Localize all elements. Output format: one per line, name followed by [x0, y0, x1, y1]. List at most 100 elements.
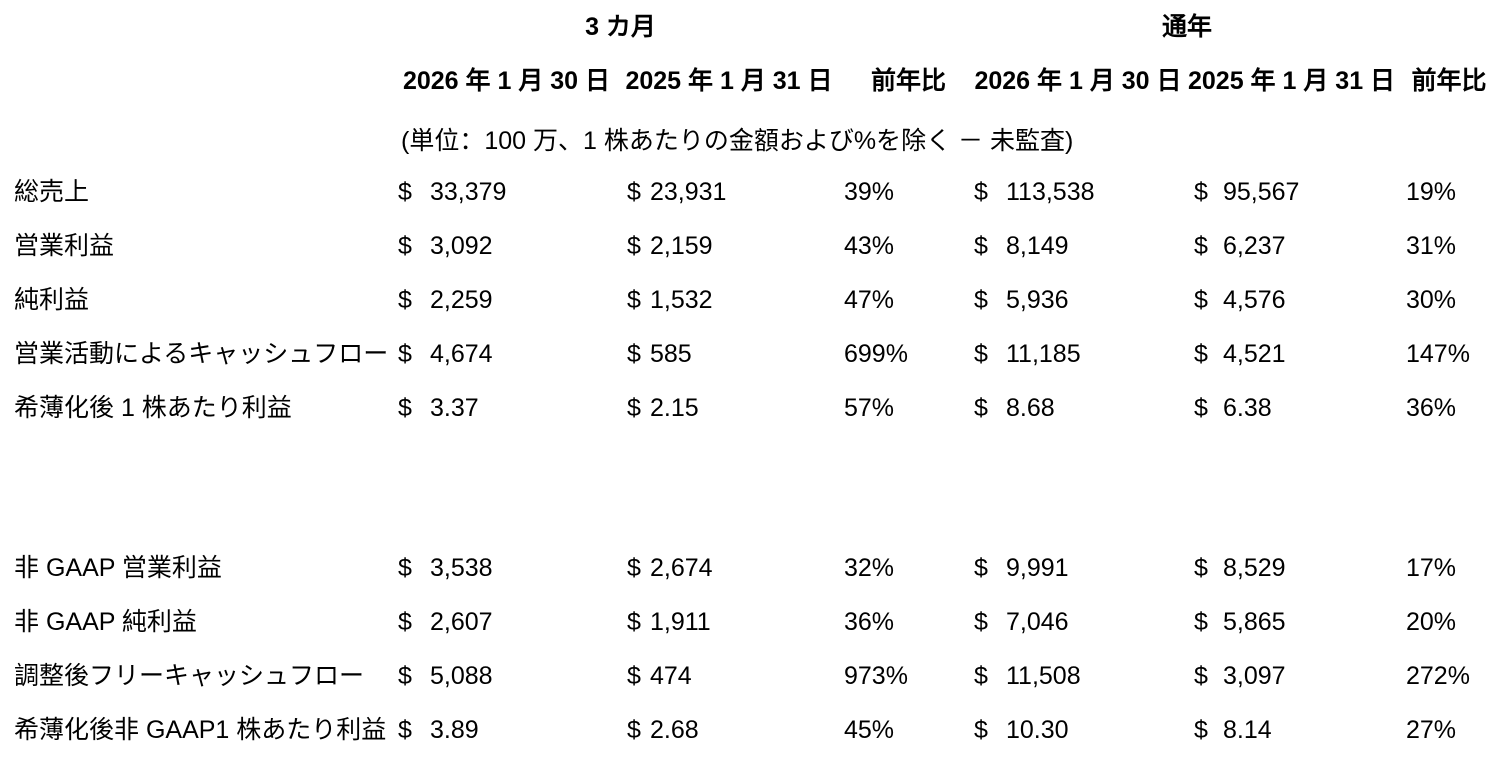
q-2026-amount: $3,092	[398, 231, 627, 260]
q-2026-amount: $3.37	[398, 393, 627, 422]
q-2026-amount: $33,379	[398, 177, 627, 206]
q-2026-amount: $3,538	[398, 553, 627, 582]
amount-value: 3,538	[430, 553, 493, 582]
fy-2026-amount: $5,936	[974, 285, 1194, 314]
fy-yoy-value: 19%	[1406, 177, 1457, 206]
fy-2025-amount: $3,097	[1194, 661, 1400, 690]
col-header-fy-yoy: 前年比	[1411, 66, 1487, 95]
dollar-sign: $	[627, 393, 641, 422]
amount-value: 11,185	[1006, 339, 1081, 368]
q-2025-amount: $23,931	[627, 177, 843, 206]
dollar-sign: $	[974, 339, 988, 368]
section-gap	[0, 435, 1498, 541]
table-row: 営業利益 $3,092 $2,159 43% $8,149 $6,237 31%	[0, 219, 1498, 273]
group-header-row: 3 カ月 通年	[0, 0, 1498, 54]
q-yoy-value: 32%	[844, 553, 895, 582]
dollar-sign: $	[1194, 177, 1208, 206]
col-header-q-2026: 2026 年 1 月 30 日	[402, 66, 611, 95]
amount-value: 3.37	[430, 393, 479, 422]
dollar-sign: $	[1194, 339, 1208, 368]
q-2026-amount: $2,259	[398, 285, 627, 314]
fy-2026-amount: $11,508	[974, 661, 1194, 690]
dollar-sign: $	[974, 231, 988, 260]
dollar-sign: $	[1194, 607, 1208, 636]
amount-value: 5,865	[1223, 607, 1286, 636]
amount-value: 3,097	[1223, 661, 1286, 690]
row-label: 営業活動によるキャッシュフロー	[14, 339, 389, 368]
dollar-sign: $	[627, 607, 641, 636]
fy-2026-amount: $113,538	[974, 177, 1194, 206]
table-row: 非 GAAP 純利益 $2,607 $1,911 36% $7,046 $5,8…	[0, 595, 1498, 649]
dollar-sign: $	[1194, 285, 1208, 314]
amount-value: 2.68	[650, 715, 699, 744]
dollar-sign: $	[398, 661, 412, 690]
q-2025-amount: $474	[627, 661, 843, 690]
fy-yoy-value: 31%	[1406, 231, 1457, 260]
fy-2026-amount: $8,149	[974, 231, 1194, 260]
q-2026-amount: $2,607	[398, 607, 627, 636]
q-2025-amount: $2,674	[627, 553, 843, 582]
q-yoy-value: 57%	[844, 393, 895, 422]
amount-value: 23,931	[650, 177, 727, 206]
row-label: 営業利益	[14, 231, 115, 260]
dollar-sign: $	[398, 553, 412, 582]
q-2026-amount: $4,674	[398, 341, 627, 367]
q-2026-amount: $5,088	[398, 661, 627, 690]
dollar-sign: $	[1194, 393, 1208, 422]
units-note-row: (単位：100 万、1 株あたりの金額および%を除く － 未監査)	[0, 108, 1498, 162]
q-yoy-value: 47%	[844, 285, 895, 314]
dollar-sign: $	[974, 285, 988, 314]
dollar-sign: $	[1194, 231, 1208, 260]
group-header-full-year: 通年	[1161, 12, 1212, 41]
dollar-sign: $	[974, 553, 988, 582]
dollar-sign: $	[974, 607, 988, 636]
fy-2026-amount: $11,185	[974, 339, 1194, 368]
row-label: 調整後フリーキャッシュフロー	[14, 661, 365, 690]
fy-2026-amount: $7,046	[974, 607, 1194, 636]
row-label: 純利益	[14, 285, 90, 314]
dollar-sign: $	[398, 607, 412, 636]
amount-value: 2,674	[650, 553, 713, 582]
fy-yoy-value: 36%	[1406, 393, 1457, 422]
q-yoy-value: 973%	[844, 661, 908, 690]
amount-value: 8,529	[1223, 553, 1286, 582]
table-row: 非 GAAP 営業利益 $3,538 $2,674 32% $9,991 $8,…	[0, 541, 1498, 595]
fy-2026-amount: $8.68	[974, 393, 1194, 422]
amount-value: 6,237	[1223, 231, 1286, 260]
amount-value: 11,508	[1006, 661, 1081, 690]
fy-yoy-value: 20%	[1406, 607, 1457, 636]
fy-2025-amount: $5,865	[1194, 607, 1400, 636]
dollar-sign: $	[1194, 661, 1208, 690]
dollar-sign: $	[398, 285, 412, 314]
row-label: 総売上	[14, 177, 90, 206]
amount-value: 33,379	[430, 177, 507, 206]
dollar-sign: $	[398, 393, 412, 422]
fy-2026-amount: $9,991	[974, 553, 1194, 582]
fy-2025-amount: $8.14	[1194, 717, 1400, 743]
row-label: 非 GAAP 営業利益	[14, 553, 222, 582]
dollar-sign: $	[1194, 553, 1208, 582]
table-row: 総売上 $33,379 $23,931 39% $113,538 $95,567…	[0, 165, 1498, 219]
table-row: 純利益 $2,259 $1,532 47% $5,936 $4,576 30%	[0, 273, 1498, 327]
table-row: 希薄化後非 GAAP1 株あたり利益 $3.89 $2.68 45% $10.3…	[0, 703, 1498, 757]
amount-value: 3,092	[430, 231, 493, 260]
amount-value: 1,532	[650, 285, 713, 314]
table-row: 調整後フリーキャッシュフロー $5,088 $474 973% $11,508 …	[0, 649, 1498, 703]
q-yoy-value: 39%	[844, 177, 895, 206]
dollar-sign: $	[974, 393, 988, 422]
amount-value: 4,521	[1223, 339, 1286, 368]
dollar-sign: $	[627, 715, 641, 744]
dollar-sign: $	[627, 553, 641, 582]
q-yoy-value: 45%	[844, 715, 895, 744]
amount-value: 4,576	[1223, 285, 1286, 314]
group-header-three-months: 3 カ月	[585, 12, 656, 41]
row-label: 非 GAAP 純利益	[14, 607, 197, 636]
amount-value: 585	[650, 339, 692, 368]
dollar-sign: $	[974, 177, 988, 206]
amount-value: 7,046	[1006, 607, 1069, 636]
fy-2025-amount: $6.38	[1194, 393, 1400, 422]
amount-value: 9,991	[1006, 553, 1069, 582]
dollar-sign: $	[627, 661, 641, 690]
